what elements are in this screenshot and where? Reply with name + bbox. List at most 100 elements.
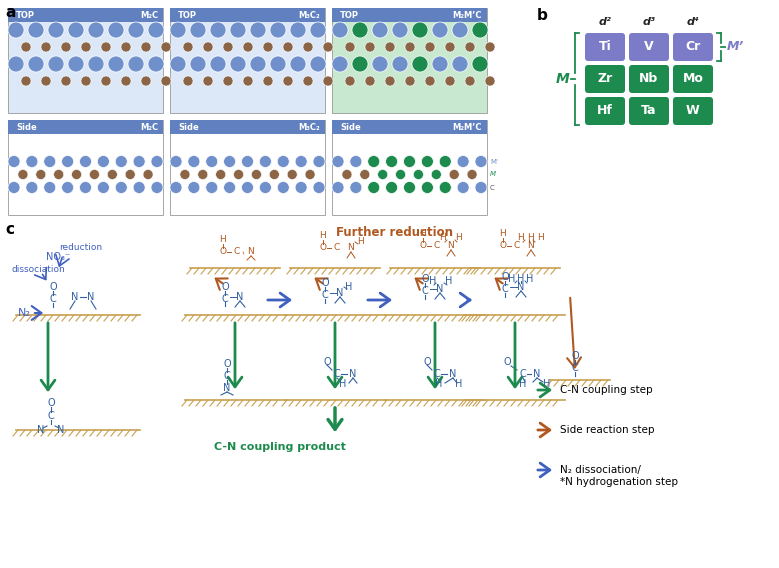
Circle shape	[270, 22, 286, 38]
Circle shape	[259, 182, 271, 194]
Circle shape	[392, 22, 408, 38]
Bar	[332, 120, 487, 215]
Circle shape	[206, 156, 218, 168]
Circle shape	[432, 169, 442, 179]
FancyBboxPatch shape	[629, 97, 669, 125]
Text: Zr: Zr	[597, 73, 612, 86]
Text: O: O	[571, 351, 579, 361]
Text: M₂C: M₂C	[140, 123, 158, 132]
Circle shape	[128, 22, 144, 38]
Text: H: H	[220, 236, 227, 244]
Text: b: b	[537, 8, 548, 23]
Circle shape	[445, 42, 455, 52]
Circle shape	[342, 169, 352, 179]
Text: N: N	[58, 425, 65, 435]
Text: H: H	[538, 233, 545, 243]
FancyBboxPatch shape	[585, 97, 625, 125]
Circle shape	[170, 182, 182, 194]
Text: H: H	[499, 229, 506, 239]
Circle shape	[128, 56, 144, 72]
Text: H: H	[340, 379, 347, 389]
Circle shape	[79, 182, 91, 194]
Circle shape	[88, 22, 104, 38]
Text: N: N	[449, 369, 456, 379]
Circle shape	[425, 42, 435, 52]
Text: N₂ dissociation/: N₂ dissociation/	[560, 465, 641, 475]
Circle shape	[48, 22, 64, 38]
Text: N: N	[448, 241, 454, 250]
Circle shape	[108, 56, 124, 72]
Circle shape	[457, 156, 469, 168]
Text: H: H	[429, 276, 437, 286]
Circle shape	[90, 169, 100, 179]
Circle shape	[243, 42, 253, 52]
Circle shape	[396, 169, 406, 179]
Text: M: M	[490, 172, 496, 177]
Circle shape	[72, 169, 82, 179]
Circle shape	[332, 56, 348, 72]
Circle shape	[290, 56, 306, 72]
Circle shape	[183, 76, 193, 86]
FancyBboxPatch shape	[629, 65, 669, 93]
Text: C: C	[421, 286, 428, 296]
Circle shape	[141, 42, 151, 52]
Circle shape	[183, 42, 193, 52]
Circle shape	[392, 56, 408, 72]
Circle shape	[360, 169, 370, 179]
Text: H: H	[420, 229, 426, 239]
Circle shape	[332, 22, 348, 38]
Text: N: N	[436, 284, 444, 294]
Circle shape	[345, 42, 355, 52]
FancyBboxPatch shape	[673, 65, 713, 93]
Circle shape	[405, 42, 415, 52]
Circle shape	[44, 182, 56, 194]
Text: N₂: N₂	[18, 308, 31, 318]
Text: Ta: Ta	[641, 105, 657, 118]
Circle shape	[404, 182, 415, 194]
Circle shape	[133, 156, 145, 168]
Text: O: O	[319, 244, 326, 253]
Circle shape	[68, 22, 84, 38]
Circle shape	[8, 156, 20, 168]
Text: C: C	[434, 241, 440, 250]
Text: N: N	[337, 288, 344, 298]
Circle shape	[203, 42, 213, 52]
Circle shape	[290, 22, 306, 38]
Bar	[8, 120, 163, 215]
Circle shape	[148, 56, 164, 72]
Circle shape	[148, 22, 164, 38]
Text: c: c	[5, 222, 14, 237]
Text: O: O	[503, 357, 511, 367]
Text: H: H	[509, 274, 516, 284]
Circle shape	[472, 56, 488, 72]
Circle shape	[101, 42, 111, 52]
Circle shape	[151, 182, 163, 194]
Circle shape	[170, 156, 182, 168]
Text: C: C	[334, 244, 340, 253]
FancyBboxPatch shape	[673, 33, 713, 61]
Circle shape	[404, 156, 415, 168]
Bar	[8, 120, 163, 134]
Text: O: O	[48, 398, 55, 408]
Text: H: H	[358, 237, 365, 247]
Text: H: H	[543, 379, 551, 389]
Circle shape	[97, 182, 109, 194]
FancyBboxPatch shape	[629, 33, 669, 61]
Text: N: N	[347, 244, 354, 253]
Text: C: C	[333, 369, 340, 379]
Text: O: O	[423, 357, 431, 367]
Circle shape	[439, 156, 451, 168]
Text: Nb: Nb	[640, 73, 658, 86]
Circle shape	[28, 22, 44, 38]
Text: H: H	[455, 379, 463, 389]
Circle shape	[79, 156, 91, 168]
Circle shape	[332, 156, 344, 168]
Text: C: C	[234, 248, 240, 257]
Circle shape	[210, 22, 226, 38]
Text: C: C	[514, 241, 520, 250]
FancyBboxPatch shape	[673, 97, 713, 125]
Circle shape	[8, 22, 24, 38]
Circle shape	[439, 182, 451, 194]
Circle shape	[475, 156, 487, 168]
Circle shape	[252, 169, 262, 179]
